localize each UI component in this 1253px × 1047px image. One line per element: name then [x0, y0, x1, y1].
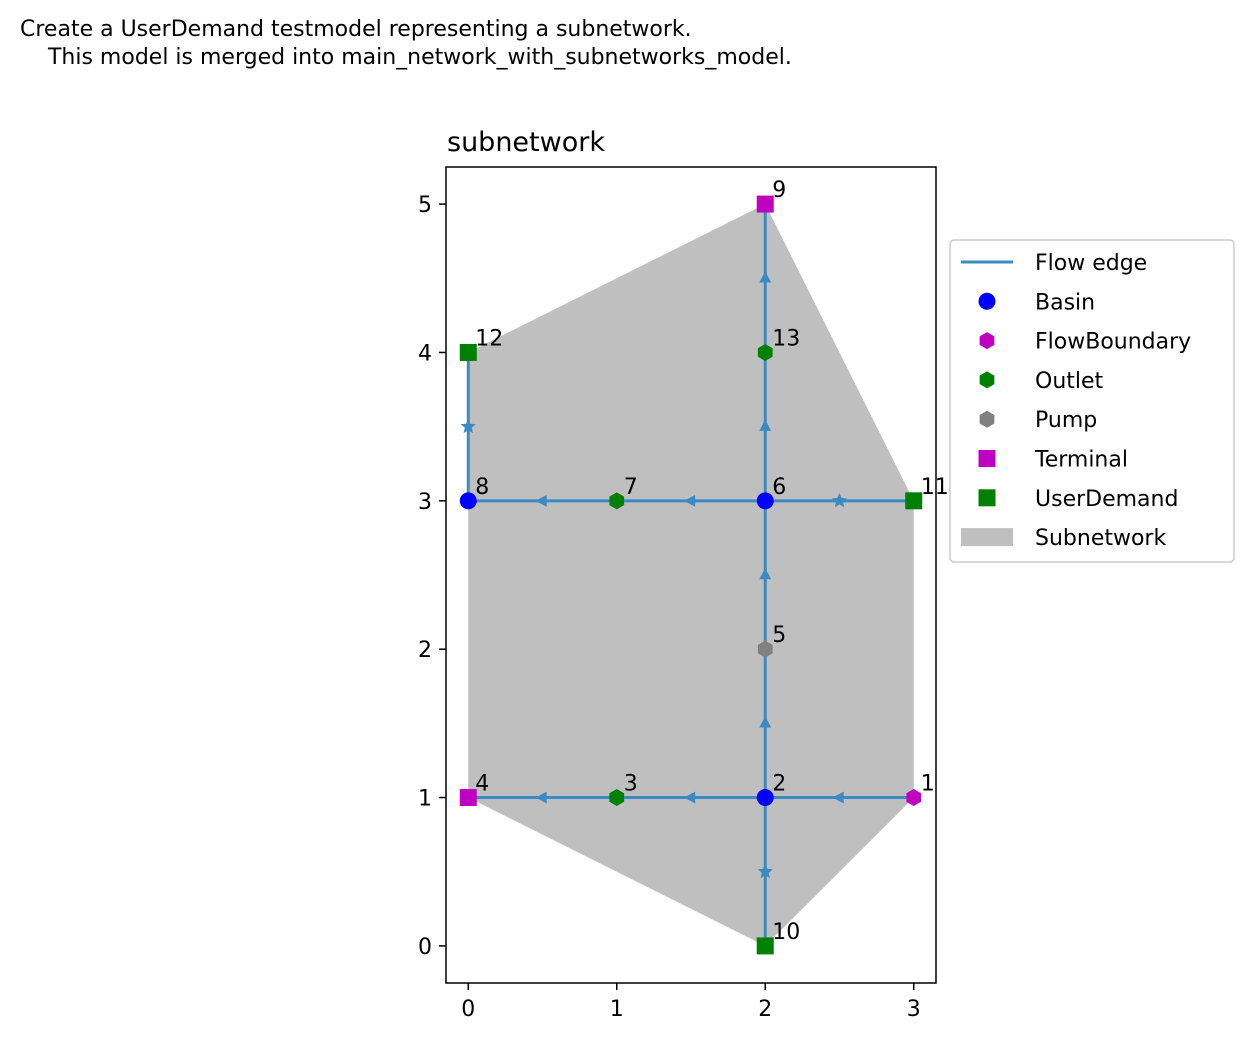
legend-item-terminal: Terminal	[978, 448, 1128, 473]
node-terminal-4	[459, 789, 477, 807]
flow-edge-direction-marker	[460, 418, 476, 434]
flow-edge-2-5	[759, 649, 772, 798]
node-outlet-3	[609, 789, 625, 807]
node-outlet-7	[609, 492, 625, 510]
node-basin-8	[459, 492, 477, 510]
node-label-3: 3	[624, 772, 638, 797]
node-label-5: 5	[772, 623, 786, 648]
legend-item-subnetwork: Subnetwork	[961, 526, 1166, 551]
flow-edge-5-6	[759, 500, 772, 650]
node-label-12: 12	[475, 326, 503, 351]
y-tick-label: 1	[418, 787, 432, 812]
legend-swatch	[979, 410, 995, 428]
subnetwork-area	[468, 204, 914, 946]
flow-edge-direction-marker	[757, 863, 773, 879]
legend-item-flow-edge: Flow edge	[961, 251, 1147, 276]
node-label-9: 9	[772, 178, 786, 203]
y-tick-label: 0	[418, 935, 432, 960]
node-pump-5	[757, 640, 773, 658]
figure-suptitle: Create a UserDemand testmodel representi…	[20, 17, 792, 70]
legend-label: Terminal	[1034, 448, 1128, 473]
legend-item-flowboundary: FlowBoundary	[979, 330, 1191, 355]
node-basin-2	[756, 789, 774, 807]
x-tick-label: 3	[907, 997, 921, 1022]
y-tick-label: 4	[418, 341, 432, 366]
flow-edge-direction-marker	[535, 791, 547, 804]
legend-item-pump: Pump	[979, 408, 1097, 433]
node-label-2: 2	[772, 772, 786, 797]
x-tick-label: 2	[758, 997, 772, 1022]
flow-edge-7-8	[468, 494, 617, 507]
flow-edge-6-7	[616, 494, 766, 507]
flow-edge-13-9	[759, 204, 772, 353]
flow-edge-direction-marker	[831, 492, 848, 508]
flow-edge-3-4	[468, 791, 617, 804]
legend-item-outlet: Outlet	[979, 369, 1104, 394]
node-userdemand-12	[459, 343, 477, 361]
flow-edges-layer	[460, 204, 914, 946]
node-label-6: 6	[772, 475, 786, 500]
node-basin-6	[756, 492, 774, 510]
legend-label: Pump	[1035, 408, 1097, 433]
subnetwork-polygon-layer	[468, 204, 914, 946]
flow-edge-2-3	[616, 791, 766, 804]
node-userdemand-10	[756, 937, 774, 955]
node-label-13: 13	[772, 326, 800, 351]
legend-swatch	[979, 371, 995, 389]
legend-swatch	[979, 332, 995, 350]
legend-item-userdemand: UserDemand	[978, 487, 1178, 512]
y-tick-label: 2	[418, 638, 432, 663]
flow-edge-direction-marker	[759, 271, 772, 283]
node-terminal-9	[756, 195, 774, 213]
chart-title: subnetwork	[447, 127, 605, 158]
node-outlet-13	[757, 343, 773, 361]
flow-edge-direction-marker	[535, 494, 547, 507]
node-label-7: 7	[624, 475, 638, 500]
legend: Flow edge Basin FlowBoundary Outlet Pump Term…	[949, 239, 1235, 563]
legend-label: Outlet	[1035, 369, 1104, 394]
legend-swatch	[978, 450, 996, 467]
node-label-11: 11	[921, 475, 949, 500]
flow-edge-6-13	[759, 352, 772, 501]
node-label-1: 1	[921, 772, 935, 797]
node-userdemand-11	[905, 492, 923, 510]
legend-box	[949, 239, 1235, 563]
flow-edge-1-2	[765, 791, 914, 804]
legend-label: Subnetwork	[1035, 526, 1166, 551]
node-flowboundary-1	[906, 789, 922, 807]
legend-label: Basin	[1035, 290, 1095, 315]
flow-edge-direction-marker	[832, 791, 844, 804]
flow-edge-6-11	[765, 492, 914, 508]
legend-label: UserDemand	[1035, 487, 1178, 512]
x-tick-label: 0	[461, 997, 475, 1022]
flow-edge-8-12	[460, 352, 476, 501]
flow-edge-direction-marker	[759, 419, 772, 431]
flow-edge-direction-marker	[759, 568, 772, 580]
node-label-4: 4	[475, 772, 489, 797]
nodes-layer	[459, 195, 923, 955]
flow-edge-direction-marker	[684, 494, 696, 507]
node-label-8: 8	[475, 475, 489, 500]
legend-label: FlowBoundary	[1035, 330, 1191, 355]
legend-swatch	[978, 489, 996, 507]
node-label-10: 10	[772, 920, 800, 945]
y-tick-label: 5	[418, 193, 432, 218]
flow-edge-direction-marker	[759, 716, 772, 728]
flow-edge-2-10	[757, 797, 773, 946]
legend-item-basin: Basin	[978, 290, 1095, 315]
axes-frame	[445, 166, 937, 984]
legend-swatch	[961, 528, 1013, 547]
y-tick-label: 3	[418, 490, 432, 515]
legend-label: Flow edge	[1035, 251, 1147, 276]
flow-edge-direction-marker	[684, 791, 696, 804]
x-tick-label: 1	[610, 997, 624, 1022]
legend-swatch	[978, 292, 996, 310]
